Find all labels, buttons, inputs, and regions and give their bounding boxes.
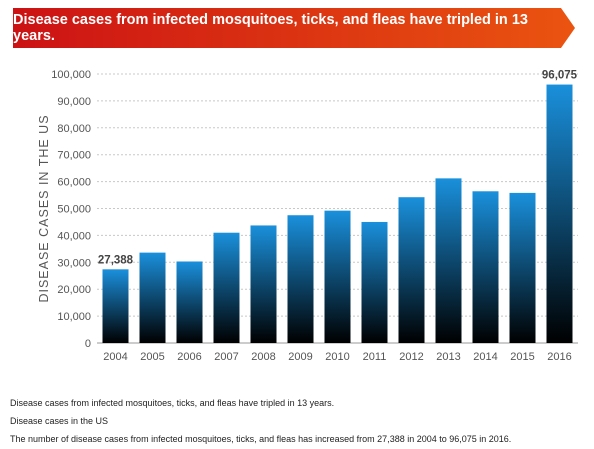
y-tick-label: 70,000 (57, 150, 91, 162)
x-tick-label: 2014 (473, 351, 497, 363)
data-labels: 27,388 96,075 (98, 70, 578, 267)
y-tick-label: 60,000 (57, 177, 91, 189)
y-tick-label: 90,000 (57, 96, 91, 108)
y-tick-label: 30,000 (57, 257, 91, 269)
x-tick-label: 2008 (251, 351, 275, 363)
caption-description: The number of disease cases from infecte… (10, 434, 512, 444)
y-tick-label: 10,000 (57, 311, 91, 323)
banner-background (13, 8, 575, 48)
y-tick-label: 0 (85, 338, 91, 350)
x-tick-label: 2009 (288, 351, 312, 363)
chart-title: Disease cases from infected mosquitoes, … (13, 12, 528, 44)
y-axis-label: DISEASE CASES IN THE US (37, 114, 51, 302)
y-tick-label: 80,000 (57, 123, 91, 135)
y-tick-label: 40,000 (57, 230, 91, 242)
data-label-2004: 27,388 (98, 254, 134, 266)
bar-2009 (287, 215, 314, 343)
bar-2016 (546, 84, 573, 343)
bar-chart: 0 10,000 20,000 30,000 40,000 50,000 60,000 70,… (37, 69, 578, 363)
bar-2010 (324, 210, 351, 343)
bar-2013 (435, 178, 462, 343)
x-tick-label: 2011 (363, 351, 387, 363)
bars (102, 84, 573, 343)
x-tick-label: 2012 (399, 351, 423, 363)
data-label-2016: 96,075 (542, 70, 578, 82)
x-tick-label: 2007 (214, 351, 238, 363)
bar-2008 (250, 225, 277, 343)
bar-2012 (398, 197, 425, 343)
title-banner: Disease cases from infected mosquitoes, … (13, 8, 575, 48)
y-tick-label: 20,000 (57, 284, 91, 296)
x-tick-label: 2015 (510, 351, 534, 363)
x-tick-label: 2013 (436, 351, 460, 363)
bar-2007 (213, 232, 240, 343)
y-axis-ticks: 0 10,000 20,000 30,000 40,000 50,000 60,000 70,… (51, 69, 91, 350)
x-axis-ticks: 2004 2005 2006 2007 2008 2009 2010 2011 2012 2013… (103, 351, 571, 363)
caption-subtitle: Disease cases in the US (10, 416, 109, 426)
bar-2004 (102, 269, 129, 343)
bar-2014 (472, 191, 499, 343)
bar-2015 (509, 192, 536, 343)
x-tick-label: 2016 (547, 351, 571, 363)
bar-2006 (176, 261, 203, 343)
bar-2005 (139, 252, 166, 343)
y-tick-label: 50,000 (57, 204, 91, 216)
x-tick-label: 2004 (103, 351, 127, 363)
bar-2011 (361, 221, 388, 343)
caption-title: Disease cases from infected mosquitoes, … (10, 398, 335, 408)
x-tick-label: 2010 (325, 351, 349, 363)
x-tick-label: 2006 (177, 351, 201, 363)
x-tick-label: 2005 (140, 351, 164, 363)
y-tick-label: 100,000 (51, 69, 91, 81)
